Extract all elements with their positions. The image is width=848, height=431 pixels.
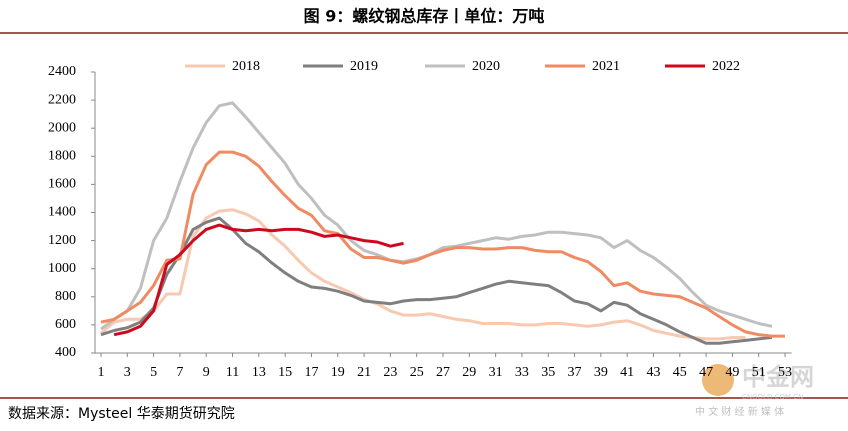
x-tick-label: 41	[620, 365, 634, 380]
x-tick-label: 25	[410, 365, 424, 380]
legend-label: 2020	[472, 59, 500, 74]
x-tick-label: 23	[383, 365, 397, 380]
x-tick-label: 11	[226, 365, 239, 380]
x-tick-label: 15	[278, 365, 292, 380]
x-tick-label: 35	[541, 365, 555, 380]
y-tick-label: 1800	[48, 149, 76, 164]
x-tick-label: 53	[778, 365, 792, 380]
x-tick-label: 45	[673, 365, 687, 380]
x-tick-label: 9	[203, 365, 210, 380]
legend-label: 2022	[712, 59, 740, 74]
watermark-name: 中金网	[742, 363, 814, 391]
x-tick-label: 1	[97, 365, 104, 380]
x-tick-label: 37	[568, 365, 582, 380]
y-tick-label: 1400	[48, 205, 76, 220]
y-tick-label: 1000	[48, 261, 76, 276]
x-tick-label: 5	[150, 365, 157, 380]
series-line	[100, 208, 746, 341]
watermark: 中金网 CNGOLD.COM.CN 中 文 财 经 新 媒 体	[695, 363, 814, 418]
x-tick-label: 17	[304, 365, 318, 380]
legend-label: 2019	[350, 59, 378, 74]
y-tick-label: 2200	[48, 92, 76, 107]
x-tick-label: 49	[725, 365, 739, 380]
legend-label: 2021	[592, 59, 620, 74]
series-line	[100, 150, 785, 338]
x-tick-label: 31	[489, 365, 503, 380]
x-tick-label: 51	[752, 365, 766, 380]
x-tick-label: 29	[462, 365, 476, 380]
y-tick-label: 1200	[48, 233, 76, 248]
y-tick-label: 800	[55, 289, 76, 304]
x-tick-label: 27	[436, 365, 450, 380]
x-tick-label: 33	[515, 365, 529, 380]
x-tick-label: 39	[594, 365, 608, 380]
y-tick-label: 2400	[48, 64, 76, 79]
watermark-url: CNGOLD.COM.CN	[742, 393, 803, 401]
x-tick-label: 7	[176, 365, 183, 380]
watermark-logo	[702, 364, 734, 396]
x-tick-label: 21	[357, 365, 371, 380]
series-line	[113, 223, 404, 337]
watermark-tagline: 中 文 财 经 新 媒 体	[695, 405, 784, 418]
x-tick-label: 19	[331, 365, 345, 380]
x-tick-label: 43	[646, 365, 660, 380]
y-tick-label: 2000	[48, 120, 76, 135]
y-tick-label: 600	[55, 317, 76, 332]
legend-label: 2018	[232, 59, 260, 74]
y-tick-label: 1600	[48, 177, 76, 192]
y-tick-label: 400	[55, 345, 76, 360]
source-note: 数据来源：Mysteel 华泰期货研究院	[8, 405, 235, 422]
x-tick-label: 13	[252, 365, 266, 380]
x-tick-label: 47	[699, 365, 713, 380]
chart-title: 图 9：螺纹钢总库存丨单位：万吨	[304, 7, 545, 26]
series-line	[100, 216, 773, 345]
x-tick-label: 3	[124, 365, 131, 380]
